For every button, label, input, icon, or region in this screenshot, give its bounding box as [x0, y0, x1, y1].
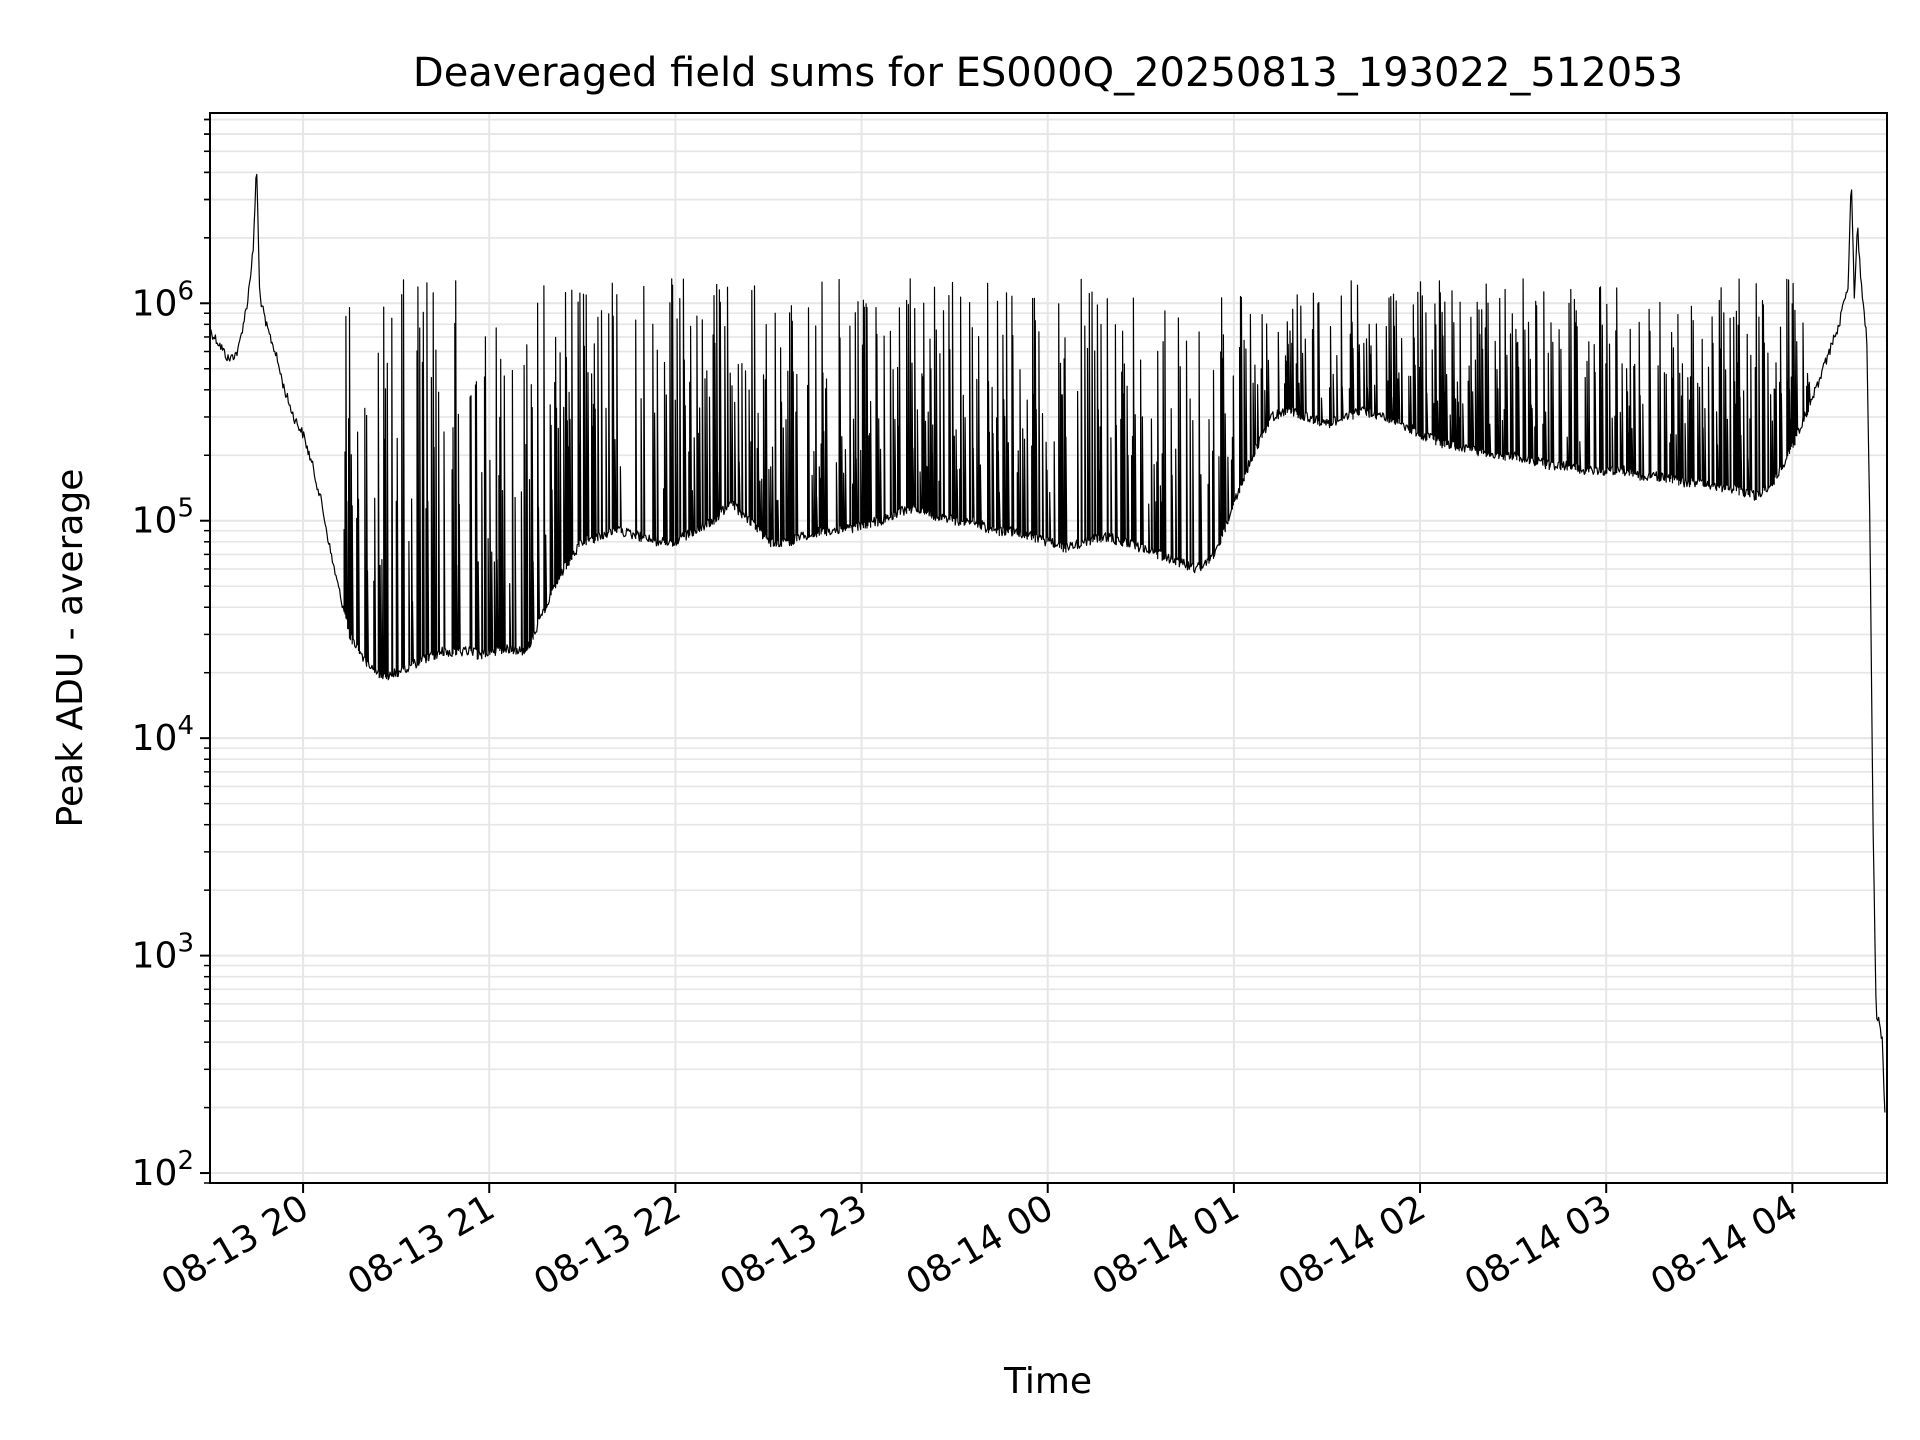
y-tick-label-exponent: 4 — [177, 711, 194, 741]
y-tick-label: 102 — [132, 1146, 194, 1194]
y-tick-label-exponent: 5 — [177, 494, 194, 524]
y-tick-label-base: 10 — [132, 718, 178, 759]
chart-title: Deaveraged field sums for ES000Q_2025081… — [413, 50, 1683, 96]
y-axis-label: Peak ADU - average — [50, 469, 91, 828]
series-line — [209, 173, 1886, 1113]
y-tick-label-base: 10 — [132, 501, 178, 542]
y-tick-label-exponent: 6 — [177, 276, 194, 306]
y-tick-label-exponent: 2 — [177, 1146, 194, 1176]
y-tick-label: 104 — [132, 711, 194, 759]
x-axis-label: Time — [1003, 1361, 1092, 1402]
y-tick-label-base: 10 — [132, 283, 178, 324]
y-tick-label-base: 10 — [132, 936, 178, 977]
y-tick-label-base: 10 — [132, 1153, 178, 1194]
y-tick-label: 106 — [132, 276, 194, 324]
data-series — [209, 173, 1886, 1113]
y-tick-label: 103 — [132, 929, 194, 977]
y-tick-label-exponent: 3 — [177, 929, 194, 959]
y-tick-label: 105 — [132, 494, 194, 542]
